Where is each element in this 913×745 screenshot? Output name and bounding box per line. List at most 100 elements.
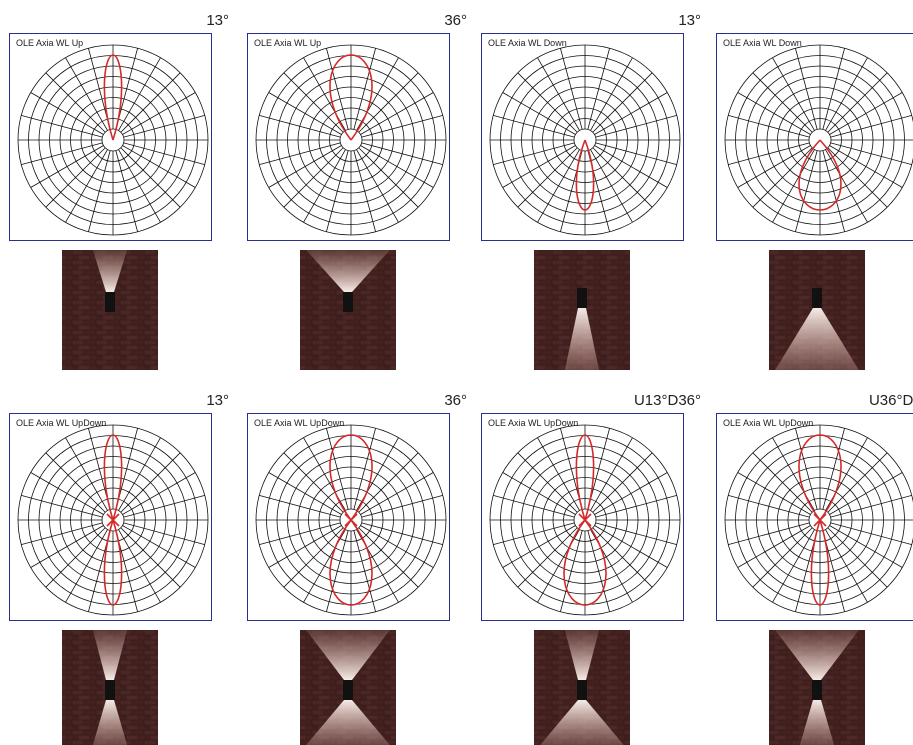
panel: 36° OLE Axia WL UpDown	[247, 392, 467, 745]
polar-spoke	[827, 527, 888, 588]
fixture	[343, 680, 353, 700]
polar-spoke	[592, 72, 653, 133]
polar-spoke	[358, 527, 419, 588]
polar-spoke	[594, 472, 668, 515]
polar-spoke	[827, 452, 888, 513]
polar-spoke	[493, 142, 575, 165]
polar-spoke	[120, 527, 181, 588]
polar-spoke	[517, 72, 578, 133]
polar-spoke	[493, 495, 575, 518]
fixture	[577, 288, 587, 308]
polar-spoke	[283, 147, 344, 208]
light-beam	[564, 308, 600, 370]
polar-spoke	[587, 48, 610, 130]
polar-spoke	[45, 452, 106, 513]
beam-lobe	[798, 139, 842, 211]
beam-angle: 13°	[206, 392, 229, 409]
polar-spoke	[118, 529, 161, 603]
beam-lobe	[329, 54, 373, 141]
beam-lobe	[103, 434, 123, 521]
beam-angle: 13°	[678, 12, 701, 29]
polar-spoke	[283, 527, 344, 588]
polar-spoke	[590, 57, 633, 131]
polar-spoke	[45, 147, 106, 208]
lobe-cross	[813, 513, 827, 527]
light-beam	[775, 308, 859, 370]
polar-spoke	[123, 522, 205, 545]
polar-spoke	[21, 142, 103, 165]
polar-spoke	[825, 57, 868, 131]
lobe-cross	[578, 513, 592, 527]
polar-spoke	[822, 150, 845, 232]
beam-angle: 13°	[206, 12, 229, 29]
polar-spoke	[326, 530, 349, 612]
polar-spoke	[361, 115, 443, 138]
polar-spoke	[595, 495, 677, 518]
beam-lobe	[810, 519, 830, 606]
fixture	[812, 288, 822, 308]
polar-spoke	[21, 495, 103, 518]
product-photo	[300, 250, 396, 370]
polar-spoke	[30, 92, 104, 135]
polar-spoke	[827, 147, 888, 208]
polar-spoke	[358, 72, 419, 133]
polar-spoke	[65, 437, 108, 511]
polar-spoke	[827, 72, 888, 133]
polar-spoke	[502, 525, 576, 568]
polar-spoke	[502, 92, 576, 135]
polar-spoke	[728, 142, 810, 165]
lobe-cross	[106, 513, 120, 527]
polar-spoke	[728, 522, 810, 545]
polar-spoke	[752, 452, 813, 513]
polar-spoke	[303, 149, 346, 223]
polar-spoke	[517, 527, 578, 588]
polar-spoke	[353, 428, 376, 510]
polar-spoke	[795, 428, 818, 510]
beam-lobe	[575, 139, 595, 211]
polar-spoke	[65, 529, 108, 603]
polar-spoke	[752, 527, 813, 588]
panel: 36° OLE Axia WL Up	[247, 12, 467, 370]
polar-spoke	[21, 115, 103, 138]
beam-angle: U13°D36°	[634, 392, 701, 409]
diagram-title: OLE Axia WL UpDown	[254, 418, 344, 428]
polar-spoke	[829, 472, 903, 515]
polar-spoke	[326, 150, 349, 232]
polar-spoke	[65, 57, 108, 131]
polar-spoke	[737, 145, 811, 188]
lobe-cross	[344, 513, 358, 527]
panel: 13° OLE Axia WL UpDown	[9, 392, 229, 745]
polar-spoke	[361, 522, 443, 545]
polar-spoke	[594, 525, 668, 568]
diagram-frame	[716, 33, 913, 241]
polar-spoke	[560, 530, 583, 612]
polar-spoke	[517, 452, 578, 513]
polar-spoke	[361, 142, 443, 165]
polar-spoke	[30, 145, 104, 188]
polar-spoke	[493, 115, 575, 138]
fixture	[105, 292, 115, 312]
polar-spoke	[118, 437, 161, 511]
polar-spoke	[590, 149, 633, 223]
polar-spoke	[822, 428, 845, 510]
polar-spoke	[595, 522, 677, 545]
beam-angle: 36°	[444, 12, 467, 29]
panel: U36°D13° OLE Axia WL UpDown	[716, 392, 913, 745]
diagram-frame	[9, 33, 212, 241]
polar-spoke	[590, 437, 633, 511]
polar-spoke	[592, 527, 653, 588]
polar-spoke	[537, 149, 580, 223]
polar-spoke	[21, 522, 103, 545]
light-beam	[92, 250, 128, 292]
polar-spoke	[118, 57, 161, 131]
polar-spoke	[268, 525, 342, 568]
fixture	[105, 680, 115, 700]
light-beam	[564, 630, 600, 680]
polar-spoke	[358, 452, 419, 513]
polar-spoke	[517, 147, 578, 208]
polar-spoke	[30, 525, 104, 568]
polar-spoke	[120, 72, 181, 133]
polar-spoke	[353, 150, 376, 232]
light-beam	[92, 700, 128, 745]
polar-spoke	[45, 527, 106, 588]
